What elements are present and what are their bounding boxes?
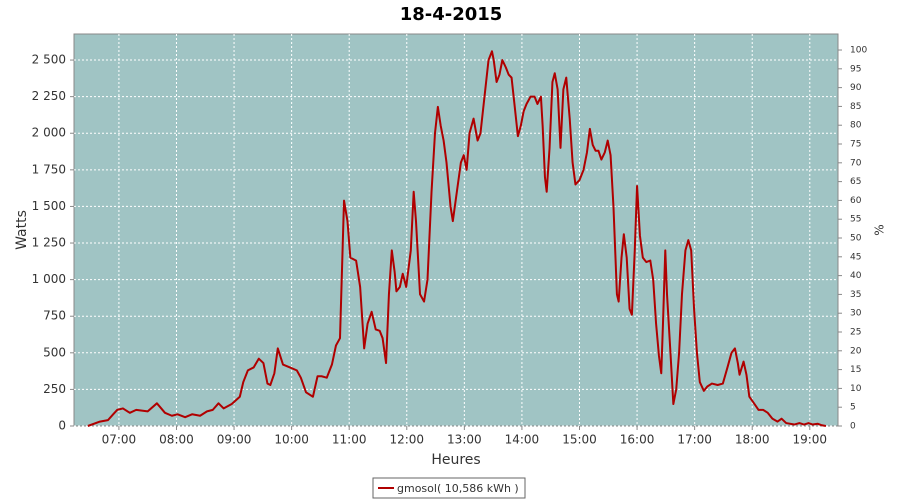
y2-tick-label: 0 xyxy=(850,422,856,432)
y2-tick-label: 65 xyxy=(850,177,861,187)
y2-tick-label: 40 xyxy=(850,271,862,281)
x-tick-label: 12:00 xyxy=(389,433,424,447)
x-tick-label: 10:00 xyxy=(274,433,309,447)
y2-tick-label: 35 xyxy=(850,290,861,300)
y2-tick-label: 50 xyxy=(850,234,862,244)
x-tick-label: 09:00 xyxy=(217,433,252,447)
y2-tick-label: 5 xyxy=(850,403,856,413)
y-tick-label: 0 xyxy=(58,419,66,433)
x-tick-label: 08:00 xyxy=(159,433,194,447)
x-tick-label: 14:00 xyxy=(505,433,540,447)
y2-tick-label: 45 xyxy=(850,252,861,262)
y2-tick-label: 10 xyxy=(850,384,862,394)
y2-tick-label: 85 xyxy=(850,102,861,112)
chart-title: 18-4-2015 xyxy=(400,4,503,25)
y-tick-label: 1 500 xyxy=(32,199,66,213)
y-tick-label: 2 500 xyxy=(32,53,66,67)
x-tick-label: 15:00 xyxy=(562,433,597,447)
y2-tick-label: 95 xyxy=(850,64,861,74)
x-tick-label: 17:00 xyxy=(677,433,712,447)
y-tick-label: 2 000 xyxy=(32,126,66,140)
y2-tick-label: 70 xyxy=(850,158,862,168)
y-tick-label: 750 xyxy=(43,309,66,323)
y-tick-label: 500 xyxy=(43,345,66,359)
legend xyxy=(372,477,526,499)
y-axis-label: Watts xyxy=(14,210,30,250)
y2-tick-label: 30 xyxy=(850,309,862,319)
y-tick-label: 250 xyxy=(43,382,66,396)
y2-tick-label: 80 xyxy=(850,121,862,131)
x-tick-label: 18:00 xyxy=(735,433,770,447)
y2-tick-label: 100 xyxy=(850,46,867,56)
y2-axis-label: % xyxy=(873,224,887,235)
x-tick-label: 13:00 xyxy=(447,433,482,447)
x-tick-label: 11:00 xyxy=(332,433,367,447)
y2-tick-label: 15 xyxy=(850,365,861,375)
y2-tick-label: 55 xyxy=(850,215,861,225)
y2-tick-label: 75 xyxy=(850,140,861,150)
x-tick-label: 16:00 xyxy=(620,433,655,447)
y2-tick-label: 20 xyxy=(850,346,862,356)
x-tick-label: 19:00 xyxy=(792,433,827,447)
data-line xyxy=(87,50,827,427)
x-tick-label: 07:00 xyxy=(102,433,137,447)
y-tick-label: 1 000 xyxy=(32,272,66,286)
x-axis-label: Heures xyxy=(431,452,480,468)
y-tick-label: 2 250 xyxy=(32,89,66,103)
y2-tick-label: 90 xyxy=(850,83,862,93)
plot-background xyxy=(73,33,839,427)
y2-tick-label: 60 xyxy=(850,196,862,206)
y2-tick-label: 25 xyxy=(850,328,861,338)
y-tick-label: 1 250 xyxy=(32,236,66,250)
legend-label: gmosol( 10,586 kWh ) xyxy=(397,482,519,495)
y-tick-label: 1 750 xyxy=(32,162,66,176)
